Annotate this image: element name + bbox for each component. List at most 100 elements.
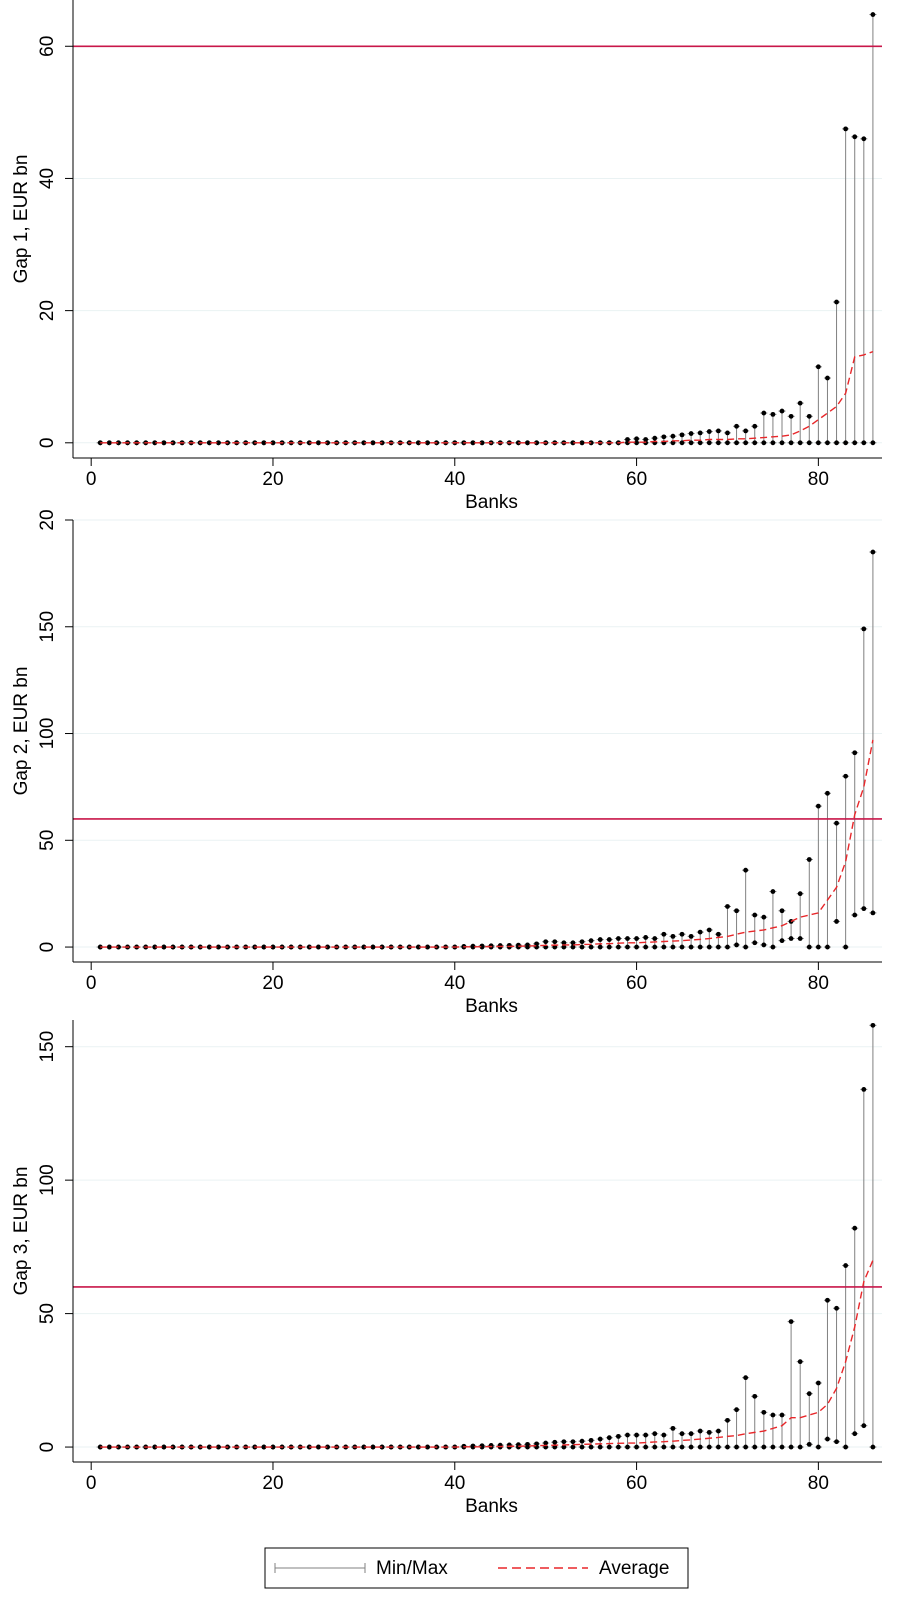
min-dot (416, 1444, 421, 1450)
min-dot (161, 944, 167, 950)
y-tick-label: 50 (37, 1303, 58, 1324)
max-dot (797, 400, 803, 406)
max-dot (870, 1022, 876, 1028)
max-dot (779, 1412, 785, 1418)
max-dot (743, 1375, 749, 1381)
min-dot (743, 944, 749, 950)
min-dot (779, 1444, 785, 1450)
max-dot (743, 428, 749, 434)
x-tick-label: 0 (86, 469, 97, 490)
max-dot (606, 937, 612, 942)
x-tick-label: 20 (262, 469, 283, 490)
min-dot (261, 944, 267, 950)
min-dot (152, 1444, 158, 1450)
min-dot (670, 944, 676, 950)
x-axis-label: Banks (465, 1496, 518, 1517)
x-axis-label: Banks (465, 492, 518, 513)
max-dot (806, 1391, 812, 1397)
min-dot (615, 1444, 621, 1450)
min-dot (761, 942, 767, 948)
y-tick-label: 60 (37, 36, 58, 57)
min-dot (325, 1444, 330, 1450)
max-dot (725, 904, 730, 909)
min-dot (797, 936, 803, 941)
min-dot (797, 1444, 803, 1450)
min-dot (679, 1444, 685, 1450)
max-dot (561, 940, 567, 946)
min-dot (152, 944, 158, 950)
max-dot (843, 773, 849, 779)
min-dot (770, 1444, 776, 1450)
min-dot (788, 440, 794, 446)
max-dot (634, 936, 639, 941)
min-dot (661, 944, 667, 950)
min-dot (625, 944, 630, 950)
min-dot (325, 440, 330, 446)
min-dot (770, 944, 776, 950)
min-dot (206, 1444, 212, 1450)
min-dot (670, 440, 676, 446)
max-dot (734, 908, 739, 914)
y-axis-label: Gap 1, EUR bn (11, 155, 32, 284)
min-dot (506, 1444, 512, 1450)
x-tick-label: 40 (444, 973, 465, 994)
y-axis-label: Gap 2, EUR bn (11, 667, 32, 796)
min-dot (470, 440, 476, 446)
min-dot (316, 440, 321, 446)
min-dot (779, 440, 785, 446)
max-dot (561, 1439, 567, 1445)
min-dot (261, 440, 267, 446)
min-dot (870, 910, 876, 916)
min-dot (643, 1444, 649, 1450)
x-tick-label: 60 (626, 469, 647, 490)
x-tick-label: 0 (86, 1473, 97, 1494)
x-tick-label: 60 (626, 1473, 647, 1494)
y-tick-label: 100 (37, 718, 58, 750)
max-dot (715, 428, 721, 434)
min-dot (852, 1431, 858, 1437)
max-dot (579, 939, 585, 945)
max-dot (715, 1428, 721, 1434)
min-dot (643, 944, 649, 950)
min-dot (516, 1444, 521, 1450)
max-dot (779, 408, 785, 414)
min-dot (688, 944, 694, 950)
min-dot (588, 944, 594, 950)
min-dot (734, 440, 739, 446)
min-dot (770, 440, 776, 446)
min-dot (788, 1444, 794, 1450)
min-dot (734, 1444, 739, 1450)
min-dot (525, 1444, 530, 1450)
min-dot (834, 919, 839, 924)
max-dot (770, 1412, 776, 1418)
min-dot (479, 944, 485, 950)
y-tick-label: 150 (37, 611, 58, 643)
max-dot (688, 431, 694, 436)
min-dot (852, 440, 858, 446)
y-tick-label: 100 (37, 1164, 58, 1196)
min-dot (216, 944, 221, 950)
x-tick-label: 60 (626, 973, 647, 994)
max-dot (625, 1432, 630, 1438)
max-dot (661, 434, 667, 440)
max-dot (725, 430, 730, 436)
min-dot (161, 1444, 167, 1450)
min-dot (470, 1444, 476, 1450)
min-dot (570, 1444, 576, 1450)
max-dot (861, 626, 867, 632)
x-tick-label: 0 (86, 973, 97, 994)
max-dot (852, 134, 858, 140)
min-dot (843, 440, 849, 446)
max-dot (661, 1432, 667, 1438)
min-dot (815, 944, 821, 950)
max-dot (815, 364, 821, 370)
legend-label: Min/Max (376, 1558, 448, 1579)
max-dot (643, 935, 649, 940)
min-dot (470, 944, 476, 950)
min-dot (570, 440, 576, 446)
min-dot (752, 1444, 758, 1450)
max-dot (770, 889, 776, 894)
max-dot (725, 1417, 730, 1423)
min-dot (861, 440, 867, 446)
